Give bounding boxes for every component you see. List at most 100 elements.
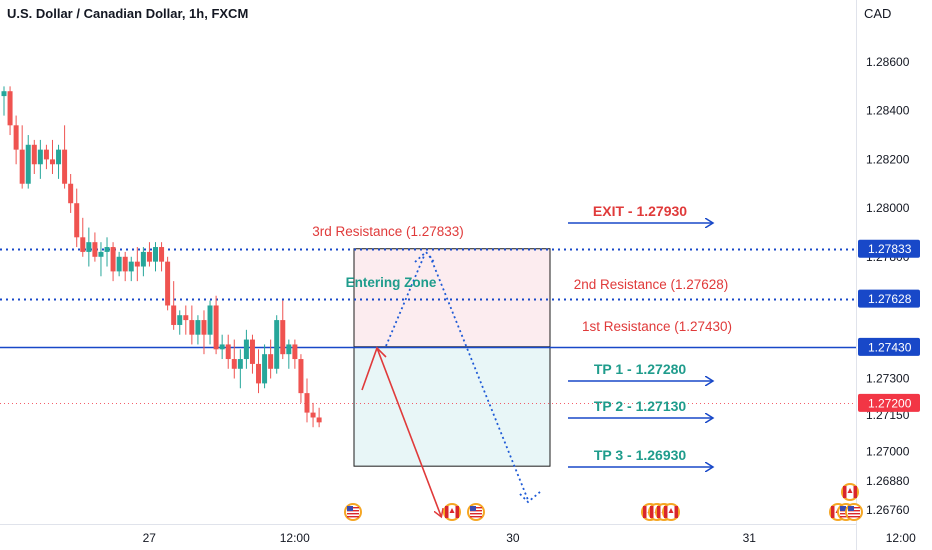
candle-body xyxy=(80,237,86,252)
candle[interactable] xyxy=(195,315,201,345)
candle[interactable] xyxy=(104,237,110,267)
candle[interactable] xyxy=(153,242,158,272)
candle[interactable] xyxy=(304,378,310,423)
candle-body xyxy=(128,261,134,272)
candle[interactable] xyxy=(80,217,86,257)
candle[interactable] xyxy=(140,247,146,277)
candle[interactable] xyxy=(256,349,262,394)
candle[interactable] xyxy=(134,247,140,282)
candle[interactable] xyxy=(86,227,92,267)
projection-down-dotted xyxy=(429,255,529,501)
candle[interactable] xyxy=(49,139,55,174)
candle-body xyxy=(56,149,62,165)
candle[interactable] xyxy=(116,251,122,277)
price-badge-bg xyxy=(858,289,920,308)
candle-body xyxy=(7,91,13,126)
candle[interactable] xyxy=(274,315,280,374)
candle[interactable] xyxy=(249,334,255,374)
candle-body xyxy=(104,247,110,252)
candle-body xyxy=(62,149,68,184)
candle-body xyxy=(262,354,268,384)
candle-body xyxy=(159,247,165,262)
drop-arrow xyxy=(376,347,441,516)
candle-body xyxy=(49,159,55,165)
candle-body xyxy=(219,344,225,350)
candle[interactable] xyxy=(219,334,225,360)
candle[interactable] xyxy=(189,305,195,345)
candle[interactable] xyxy=(280,300,286,360)
candle[interactable] xyxy=(7,86,13,136)
candle[interactable] xyxy=(43,144,49,170)
y-tick-label: 1.28400 xyxy=(866,104,910,118)
candle[interactable] xyxy=(98,242,104,277)
candle[interactable] xyxy=(19,125,25,189)
candle[interactable] xyxy=(31,139,37,174)
price-badge-text: 1.27430 xyxy=(868,340,912,354)
candle[interactable] xyxy=(68,174,74,213)
candle[interactable] xyxy=(201,310,207,355)
candle[interactable] xyxy=(159,242,165,272)
candle[interactable] xyxy=(92,232,98,262)
candle-body xyxy=(146,251,152,262)
candle[interactable] xyxy=(74,188,80,248)
candle-body xyxy=(86,242,92,252)
y-tick-label: 1.28600 xyxy=(866,55,910,69)
canada-flag-icon[interactable] xyxy=(662,503,680,521)
candle[interactable] xyxy=(128,256,134,282)
candle-body xyxy=(237,359,243,369)
candle-body xyxy=(201,320,207,335)
us-flag-icon[interactable] xyxy=(467,503,485,521)
candle[interactable] xyxy=(292,339,298,369)
exit-label: EXIT - 1.27930 xyxy=(593,203,687,219)
price-badge-bg xyxy=(858,239,920,258)
entering-zone-label: Entering Zone xyxy=(346,275,437,290)
candle-body xyxy=(213,305,219,350)
entering-zone-lower xyxy=(353,346,551,467)
candle[interactable] xyxy=(110,242,116,282)
candle[interactable] xyxy=(207,300,213,345)
candle[interactable] xyxy=(225,334,231,369)
candle[interactable] xyxy=(231,339,237,379)
canada-flag-icon[interactable] xyxy=(841,483,859,501)
candle[interactable] xyxy=(165,256,171,311)
candle[interactable] xyxy=(243,329,249,369)
projection-end-dotted xyxy=(519,491,541,504)
us-flag-icon[interactable] xyxy=(344,503,362,521)
candle[interactable] xyxy=(213,295,219,355)
canada-flag-icon[interactable] xyxy=(443,503,461,521)
candle[interactable] xyxy=(25,135,31,189)
candle-body xyxy=(134,261,140,267)
candle[interactable] xyxy=(37,139,43,179)
price-badge-bg xyxy=(858,393,920,412)
entering-zone-upper xyxy=(353,248,551,348)
candle[interactable] xyxy=(268,339,274,379)
candle[interactable] xyxy=(1,86,7,116)
candle[interactable] xyxy=(146,242,152,267)
candle[interactable] xyxy=(13,115,19,165)
candle[interactable] xyxy=(310,402,316,428)
candle[interactable] xyxy=(171,281,177,330)
us-flag-icon[interactable] xyxy=(845,503,863,521)
candle[interactable] xyxy=(316,407,322,428)
candle-body xyxy=(19,149,25,184)
x-tick-label: 30 xyxy=(506,531,520,545)
y-tick-label: 1.28000 xyxy=(866,201,910,215)
tp1-label: TP 1 - 1.27280 xyxy=(594,361,687,377)
candle[interactable] xyxy=(237,349,243,389)
price-badge: 1.27628 xyxy=(858,289,920,308)
candle[interactable] xyxy=(177,310,183,335)
candle[interactable] xyxy=(122,251,128,282)
candle[interactable] xyxy=(62,125,68,189)
candle[interactable] xyxy=(183,305,189,335)
candle[interactable] xyxy=(262,344,268,389)
price-badge: 1.27833 xyxy=(858,239,920,258)
candle[interactable] xyxy=(298,354,304,403)
candle-body xyxy=(25,144,31,184)
candle-body xyxy=(256,363,262,384)
projection-up-dotted xyxy=(385,255,425,347)
candle[interactable] xyxy=(56,144,62,179)
candle-body xyxy=(122,256,128,272)
candle-body xyxy=(286,344,292,355)
candle[interactable] xyxy=(286,339,292,369)
